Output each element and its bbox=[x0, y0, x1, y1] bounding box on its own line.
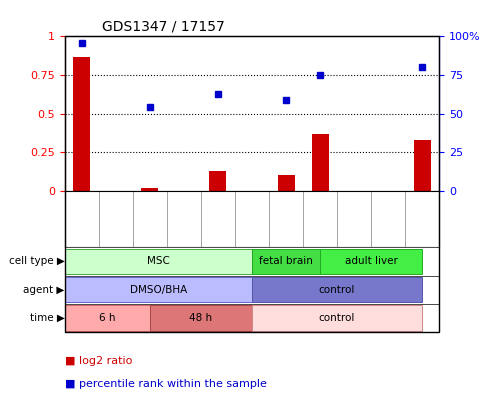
Bar bbox=[277, 175, 294, 191]
Text: ■ percentile rank within the sample: ■ percentile rank within the sample bbox=[65, 379, 267, 389]
FancyBboxPatch shape bbox=[150, 305, 252, 331]
Text: MSC: MSC bbox=[147, 256, 170, 266]
FancyBboxPatch shape bbox=[65, 249, 252, 274]
Text: control: control bbox=[319, 285, 355, 295]
Text: agent ▶: agent ▶ bbox=[23, 285, 65, 295]
Text: GDS1347 / 17157: GDS1347 / 17157 bbox=[102, 20, 225, 34]
FancyBboxPatch shape bbox=[252, 249, 320, 274]
FancyBboxPatch shape bbox=[65, 277, 252, 303]
Bar bbox=[73, 57, 90, 191]
Text: control: control bbox=[319, 313, 355, 323]
FancyBboxPatch shape bbox=[252, 277, 422, 303]
FancyBboxPatch shape bbox=[320, 249, 422, 274]
FancyBboxPatch shape bbox=[252, 305, 422, 331]
Text: 6 h: 6 h bbox=[99, 313, 116, 323]
Text: cell type ▶: cell type ▶ bbox=[9, 256, 65, 266]
Bar bbox=[141, 188, 159, 191]
Text: ■ log2 ratio: ■ log2 ratio bbox=[65, 356, 132, 367]
FancyBboxPatch shape bbox=[65, 305, 150, 331]
Text: adult liver: adult liver bbox=[345, 256, 398, 266]
Text: 48 h: 48 h bbox=[190, 313, 213, 323]
Text: fetal brain: fetal brain bbox=[259, 256, 313, 266]
Text: DMSO/BHA: DMSO/BHA bbox=[130, 285, 187, 295]
Bar bbox=[414, 140, 431, 191]
Text: time ▶: time ▶ bbox=[30, 313, 65, 323]
Bar bbox=[311, 134, 328, 191]
Bar bbox=[210, 171, 227, 191]
